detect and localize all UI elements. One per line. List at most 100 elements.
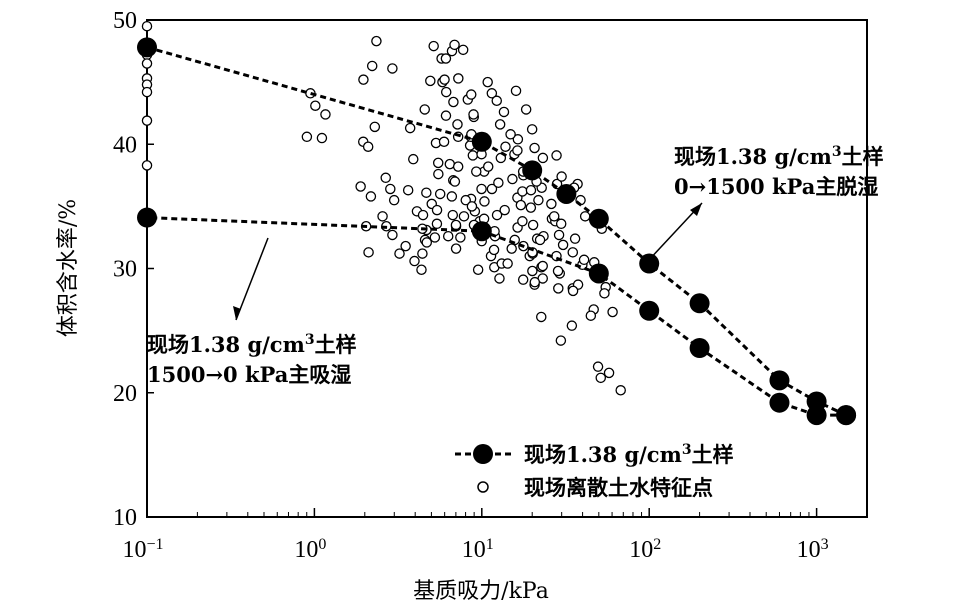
discrete-point [505, 129, 516, 140]
legend-label-open: 现场离散土水特征点 [524, 475, 713, 500]
x-tick-label: 10−1 [122, 536, 163, 564]
discrete-point [316, 132, 328, 144]
discrete-point [510, 85, 522, 97]
discrete-point [385, 183, 396, 195]
discrete-point [457, 44, 469, 56]
discrete-point [450, 219, 462, 231]
discrete-point [440, 86, 452, 98]
discrete-point [536, 311, 547, 323]
annotation-desorption-arrowhead [690, 203, 702, 216]
discrete-point [417, 248, 428, 259]
desorption-curve [146, 45, 847, 417]
discrete-point [421, 237, 433, 248]
discrete-point [388, 194, 400, 206]
discrete-point [455, 232, 466, 243]
desorption-point [522, 160, 543, 181]
discrete-point [449, 39, 460, 51]
discrete-point [358, 74, 369, 85]
discrete-point [467, 150, 479, 161]
discrete-point [537, 260, 548, 272]
discrete-point [453, 73, 464, 84]
discrete-point [442, 230, 454, 242]
discrete-point [408, 153, 419, 165]
discrete-point [556, 171, 567, 182]
discrete-point [320, 109, 331, 120]
discrete-point [355, 181, 366, 192]
x-axis-title: 基质吸力/kPa [413, 579, 549, 604]
discrete-point [425, 75, 436, 87]
x-tick-label: 102 [629, 536, 661, 564]
discrete-point [555, 218, 567, 230]
discrete-point [452, 119, 463, 130]
discrete-point [482, 76, 493, 88]
discrete-point [466, 201, 478, 212]
x-tick-label: 101 [462, 536, 494, 564]
discrete-point [499, 204, 510, 216]
discrete-point [506, 243, 517, 254]
discrete-point [141, 86, 153, 98]
discrete-point [447, 209, 459, 221]
discrete-point [471, 166, 482, 177]
discrete-point [402, 184, 414, 196]
ticks: 10 20 30 40 50 10−1 100 101 102 103 [113, 8, 829, 563]
discrete-point [428, 40, 439, 52]
discrete-point [310, 100, 321, 111]
discrete-point [141, 20, 153, 32]
discrete-point [569, 233, 581, 244]
discrete-point [494, 119, 506, 130]
discrete-point [482, 161, 494, 172]
discrete-point [438, 136, 450, 148]
legend-marker-filled [473, 444, 493, 464]
discrete-point [512, 134, 524, 145]
x-tick-label: 100 [294, 536, 326, 564]
discrete-point [491, 95, 503, 107]
y-tick-label: 40 [113, 132, 137, 158]
y-tick-label: 50 [113, 8, 137, 34]
discrete-point [507, 173, 518, 185]
discrete-point [446, 191, 458, 202]
discrete-point [439, 74, 450, 85]
discrete-point [603, 367, 615, 379]
y-tick-label: 20 [113, 381, 137, 407]
y-tick-label: 30 [113, 257, 137, 283]
discrete-point [548, 211, 560, 222]
discrete-point [419, 104, 430, 115]
discrete-point [429, 232, 441, 243]
discrete-point [529, 142, 540, 154]
curve-points [137, 37, 857, 426]
desorption-point [806, 391, 827, 412]
discrete-point [377, 211, 388, 222]
discrete-point [578, 254, 590, 266]
discrete-point [458, 211, 470, 222]
discrete-point [553, 229, 565, 241]
adsorption-point [806, 405, 827, 426]
discrete-point [566, 320, 578, 331]
discrete-point [404, 122, 416, 134]
curve-lines [146, 45, 847, 417]
adsorption-point [471, 221, 492, 242]
discrete-point [486, 183, 498, 195]
discrete-point [365, 191, 377, 202]
discrete-point [595, 372, 607, 384]
discrete-point [537, 152, 549, 164]
desorption-point [137, 37, 157, 58]
discrete-point [529, 276, 541, 288]
discrete-point [141, 160, 153, 171]
desorption-point [639, 253, 660, 274]
discrete-point [476, 183, 487, 195]
discrete-point [517, 216, 528, 227]
discrete-point [553, 283, 564, 294]
discrete-point [494, 273, 505, 284]
discrete-point [141, 115, 153, 126]
annotation-adsorption-arrowhead [233, 306, 241, 320]
annotation-adsorption-arrow [235, 237, 269, 321]
discrete-point [387, 229, 398, 241]
annotation-desorption-line1: 现场1.38 g/cm3土样 [674, 144, 884, 169]
legend-marker-open [477, 481, 489, 493]
discrete-point [449, 176, 461, 187]
discrete-point [434, 188, 446, 200]
discrete-point [387, 63, 398, 74]
discrete-point [301, 131, 313, 143]
discrete-point [525, 184, 537, 196]
